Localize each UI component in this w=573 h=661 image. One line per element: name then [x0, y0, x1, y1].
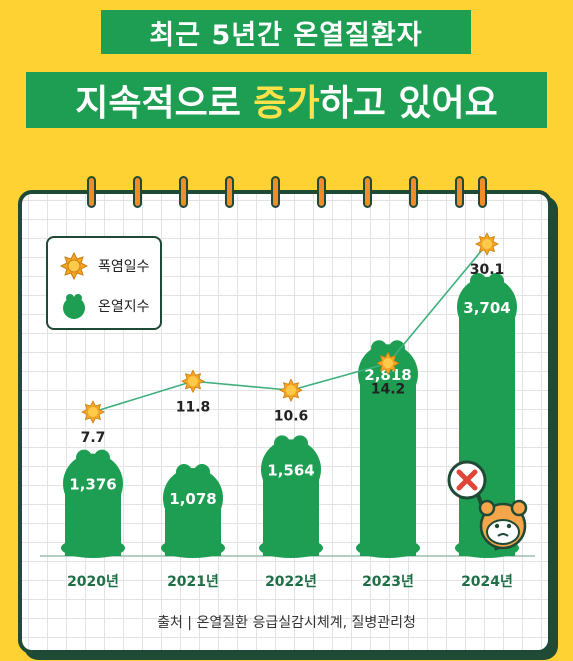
- line-value-label: 10.6: [274, 408, 309, 424]
- legend-item-heat-days: 폭염일수: [60, 252, 150, 280]
- title-line-2: 지속적으로 증가 하고 있어요: [26, 72, 547, 128]
- legend-label-patients: 온열지수: [98, 299, 150, 315]
- binder-ring: [317, 176, 326, 208]
- sun-core: [188, 376, 198, 387]
- bear-ear: [510, 499, 528, 517]
- binder-ring: [179, 176, 188, 208]
- binder-ring: [478, 176, 487, 208]
- bar-ear: [292, 435, 308, 452]
- sun-marker: [279, 378, 303, 403]
- sun-icon: [60, 252, 88, 280]
- sun-marker: [81, 400, 105, 424]
- bar-value-label: 3,704: [463, 299, 510, 317]
- bar-head: [63, 453, 123, 514]
- bar-ear: [94, 449, 110, 466]
- bar-head: [457, 277, 517, 337]
- binder-ring: [225, 176, 234, 208]
- green-blob-icon: [63, 294, 85, 319]
- bear-ear: [478, 499, 496, 517]
- bar-ear: [470, 273, 486, 289]
- bar-ear: [194, 464, 210, 480]
- bar-head: [163, 468, 223, 528]
- title-line-2-suffix: 하고 있어요: [319, 83, 498, 124]
- bar-head: [261, 439, 321, 500]
- mascot-illustration: [447, 460, 528, 551]
- sun-core: [482, 239, 492, 249]
- line-value-label: 14.2: [371, 381, 406, 397]
- bar-ear: [371, 340, 387, 357]
- sun-marker: [475, 232, 499, 256]
- title-line-1-text: 최근 5년간 온열질환자: [149, 19, 423, 51]
- bar-value-label: 1,376: [69, 476, 116, 494]
- title-line-1: 최근 5년간 온열질환자: [101, 10, 471, 54]
- binder-ring: [363, 176, 372, 208]
- bar-ear: [274, 435, 290, 452]
- bar-value-label: 2,818: [364, 366, 411, 384]
- bar-foot: [161, 538, 225, 558]
- source-note: 출처 | 온열질환 응급실감시체계, 질병관리청: [157, 615, 416, 631]
- x-tick-label: 2023년: [362, 574, 414, 590]
- legend-label-heat-days: 폭염일수: [98, 259, 150, 275]
- bear-face: [486, 519, 520, 545]
- binder-ring: [455, 176, 464, 208]
- bar: [61, 449, 125, 558]
- title-line-2-prefix: 지속적으로: [75, 83, 254, 124]
- bar: [259, 435, 323, 558]
- x-tick-label: 2020년: [67, 574, 119, 590]
- bear-mouth: [497, 533, 509, 537]
- bar-ear: [76, 449, 92, 466]
- binder-ring: [271, 176, 280, 208]
- bar-value-label: 1,564: [267, 461, 314, 479]
- legend-item-patients: 온열지수: [60, 292, 150, 320]
- binder-ring: [409, 176, 418, 208]
- bar-ear: [389, 340, 405, 357]
- line-value-label: 7.7: [81, 430, 106, 446]
- line-value-label: 11.8: [176, 399, 211, 415]
- line-value-label: 30.1: [470, 262, 505, 278]
- sun-core: [88, 407, 98, 417]
- bar-foot: [259, 538, 323, 558]
- sun-marker: [181, 369, 205, 394]
- x-tick-label: 2021년: [167, 574, 219, 590]
- bar-ear: [176, 464, 192, 480]
- bar: [161, 464, 225, 558]
- x-mark-icon: [456, 469, 478, 491]
- sun-core: [383, 358, 393, 369]
- bear-eye: [494, 523, 500, 529]
- title-highlight: 증가: [253, 83, 320, 124]
- sun-marker: [376, 351, 400, 376]
- bar-foot: [61, 538, 125, 558]
- bar-foot: [356, 538, 420, 558]
- bear-eye: [506, 523, 512, 529]
- bar-value-label: 1,078: [169, 490, 216, 508]
- x-tick-label: 2024년: [461, 574, 513, 590]
- sun-core: [286, 385, 296, 396]
- bar-ear: [488, 273, 504, 289]
- chart-legend: 폭염일수 온열지수: [46, 236, 162, 330]
- binder-ring: [133, 176, 142, 208]
- x-tick-label: 2022년: [265, 574, 317, 590]
- binder-ring: [87, 176, 96, 208]
